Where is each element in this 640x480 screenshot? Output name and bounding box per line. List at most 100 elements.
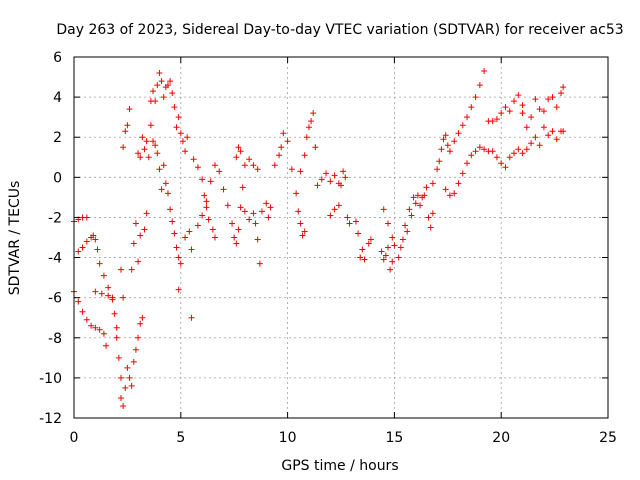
data-point	[536, 106, 543, 113]
data-point	[553, 104, 560, 111]
data-point	[361, 256, 368, 263]
data-point	[331, 172, 338, 179]
data-point	[545, 132, 552, 139]
data-point	[519, 150, 526, 157]
data-point	[175, 114, 182, 121]
data-point	[299, 232, 306, 239]
data-point	[233, 154, 240, 161]
data-point	[190, 156, 197, 163]
data-point	[464, 114, 471, 121]
data-point	[265, 214, 272, 221]
data-point	[141, 226, 148, 233]
data-point	[367, 236, 374, 243]
data-point	[295, 208, 302, 215]
data-point	[489, 118, 496, 125]
data-point	[391, 242, 398, 249]
data-point	[276, 152, 283, 159]
data-point	[523, 146, 530, 153]
data-point	[115, 354, 122, 361]
data-point	[194, 164, 201, 171]
data-point	[145, 154, 152, 161]
data-point	[211, 162, 218, 169]
data-point	[179, 138, 186, 145]
data-point	[301, 228, 308, 235]
data-point	[427, 224, 434, 231]
data-point	[167, 78, 174, 85]
data-point	[117, 394, 124, 401]
data-point	[536, 142, 543, 149]
data-point	[451, 190, 458, 197]
data-point	[519, 102, 526, 109]
data-point	[506, 108, 513, 115]
data-point	[284, 138, 291, 145]
data-point	[173, 244, 180, 251]
data-point	[342, 174, 349, 181]
data-point	[558, 90, 565, 97]
data-point	[378, 248, 385, 255]
data-point	[493, 116, 500, 123]
data-point	[139, 134, 146, 141]
data-point	[472, 148, 479, 155]
data-point	[459, 170, 466, 177]
data-point	[246, 216, 253, 223]
data-point	[312, 144, 319, 151]
data-point	[442, 132, 449, 139]
x-tick-label: 10	[279, 430, 297, 446]
data-point	[327, 178, 334, 185]
data-point	[318, 176, 325, 183]
data-point	[239, 184, 246, 191]
data-point	[532, 134, 539, 141]
data-point	[199, 212, 206, 219]
data-point	[235, 144, 242, 151]
data-point	[340, 168, 347, 175]
data-point	[205, 216, 212, 223]
data-point	[171, 230, 178, 237]
data-point	[83, 238, 90, 245]
data-point	[540, 108, 547, 115]
data-point	[229, 220, 236, 227]
data-point	[250, 162, 257, 169]
data-point	[258, 208, 265, 215]
data-point	[380, 206, 387, 213]
data-point	[297, 220, 304, 227]
data-point	[436, 158, 443, 165]
data-point	[446, 192, 453, 199]
data-point	[158, 186, 165, 193]
y-tick-label: 6	[53, 50, 62, 66]
x-tick-label: 15	[385, 430, 403, 446]
data-point	[171, 104, 178, 111]
data-point	[126, 106, 133, 113]
data-point	[476, 82, 483, 89]
data-point	[177, 130, 184, 137]
data-point	[301, 152, 308, 159]
data-point	[156, 166, 163, 173]
data-point	[278, 144, 285, 151]
data-point	[402, 222, 409, 229]
data-point	[216, 168, 223, 175]
data-point	[186, 228, 193, 235]
data-point	[506, 154, 513, 161]
data-point	[250, 210, 257, 217]
data-point	[152, 98, 159, 105]
y-tick-label: -4	[48, 251, 62, 267]
data-point	[493, 154, 500, 161]
data-point	[132, 346, 139, 353]
data-point	[117, 266, 124, 273]
data-point	[169, 218, 176, 225]
data-point	[150, 88, 157, 95]
data-point	[135, 150, 142, 157]
data-point	[175, 286, 182, 293]
data-point	[137, 232, 144, 239]
x-tick-labels: 0 5 10 15 20 25	[70, 430, 617, 446]
data-point	[429, 180, 436, 187]
x-tick-label: 20	[492, 430, 510, 446]
data-point	[75, 248, 82, 255]
data-point	[122, 128, 129, 135]
data-point	[308, 118, 315, 125]
data-point	[124, 122, 131, 129]
y-tick-label: -2	[48, 210, 62, 226]
data-point	[451, 138, 458, 145]
data-point	[502, 164, 509, 171]
data-point	[288, 166, 295, 173]
